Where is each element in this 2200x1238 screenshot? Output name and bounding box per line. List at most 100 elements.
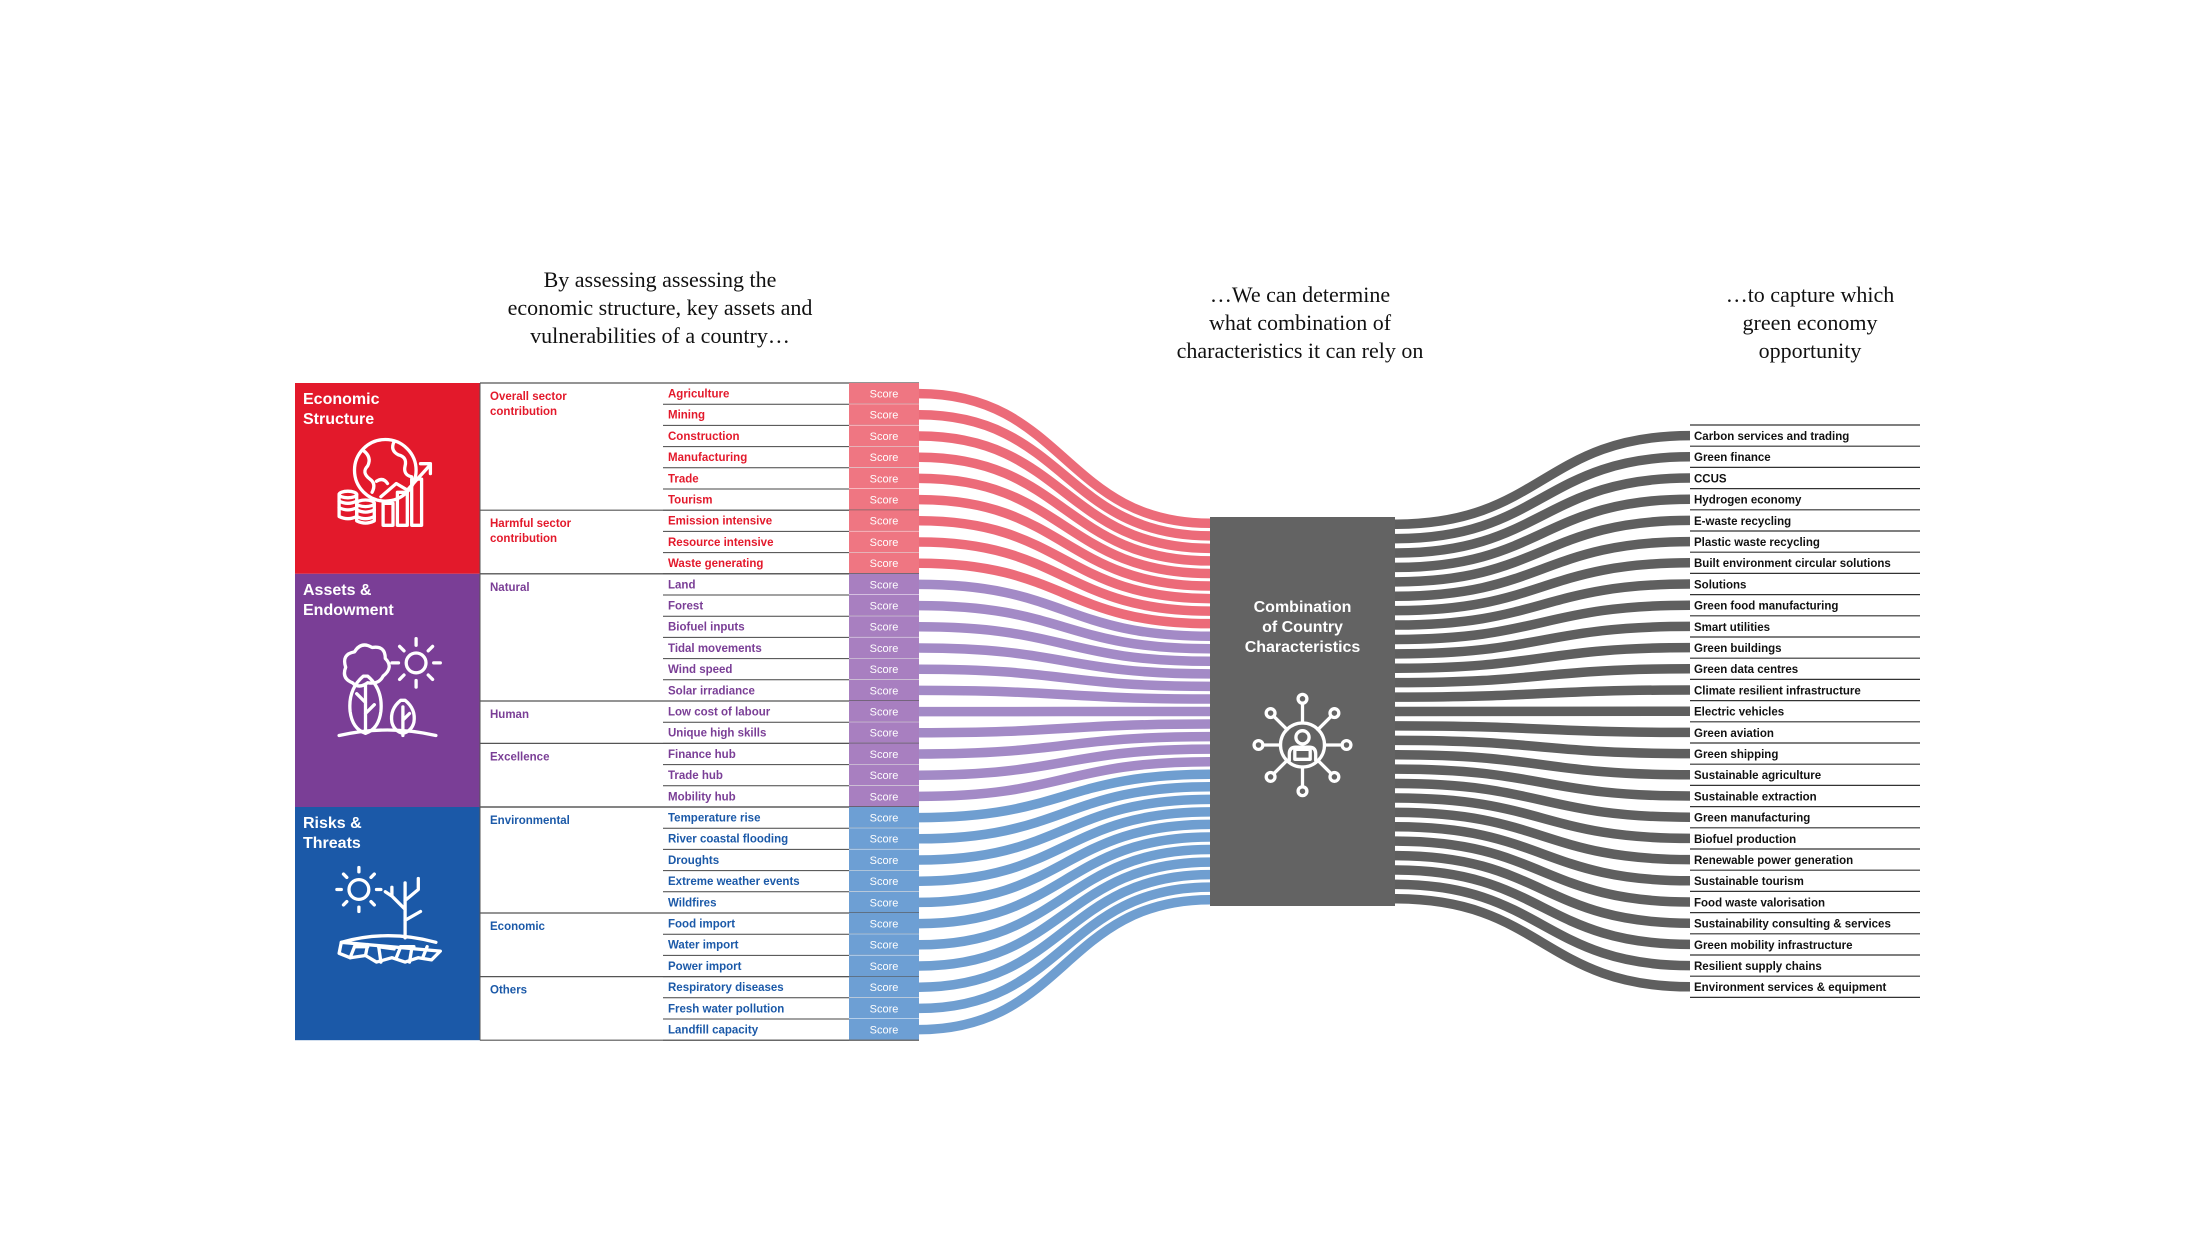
group-label: Excellence [490, 751, 549, 763]
category-title-assets-endowment: Assets & Endowment [303, 582, 394, 619]
opportunity-row: Sustainable tourism [1690, 869, 1920, 888]
indicator-row: Score River coastal flooding [663, 828, 919, 850]
indicator-label: Emission intensive [668, 516, 772, 528]
flow-band [1394, 764, 1691, 801]
score-cell [849, 637, 919, 659]
opportunity-row: Green mobility infrastructure [1690, 933, 1920, 952]
flow-band [1394, 836, 1691, 907]
opportunity-label: Green finance [1694, 452, 1771, 464]
person-network-icon [1252, 692, 1353, 798]
opportunity-row: Plastic waste recycling [1690, 530, 1920, 549]
category-block-risks-threats [295, 807, 480, 1041]
opportunity-row: Resilient supply chains [1690, 954, 1920, 973]
category-economic-structure: Economic Structure Overall sector contribut… [295, 382, 919, 575]
score-cell [849, 785, 919, 807]
score-cell [849, 849, 919, 871]
indicator-label: Respiratory diseases [668, 982, 784, 994]
indicator-label: Water import [668, 940, 739, 952]
indicator-label: Landfill capacity [668, 1025, 759, 1037]
flow-band [918, 410, 1211, 541]
group-label: Overall sector contribution [490, 391, 567, 418]
flow-band [918, 744, 1211, 780]
flow-band [918, 844, 1211, 950]
indicator-row: Score Resource intensive [663, 531, 919, 554]
group-label: Human [490, 709, 529, 721]
score-label: Score [870, 1025, 899, 1037]
indicator-label: Manufacturing [668, 452, 747, 464]
indicator-label: Trade [668, 473, 699, 485]
opportunity-row: Green aviation [1690, 721, 1920, 740]
opportunity-row: Green buildings [1690, 636, 1920, 655]
flow-band [1394, 793, 1691, 844]
indicator-row: Score Waste generating [663, 552, 919, 575]
score-cell [849, 955, 919, 977]
indicator-row: Score Trade [663, 467, 919, 490]
score-label: Score [870, 516, 899, 528]
group-label: Environmental [490, 815, 570, 827]
indicator-row: Score Fresh water pollution [663, 997, 919, 1020]
left-heading: By assessing assessing the economic stru… [507, 267, 813, 348]
flow-band [1394, 664, 1691, 688]
indicator-row: Score Emission intensive [663, 510, 919, 532]
opportunity-label: Biofuel production [1694, 834, 1796, 846]
score-label: Score [870, 389, 899, 401]
category-risks-threats: Risks & Threats Environmental Score Temperat… [295, 806, 919, 1041]
score-cell [849, 722, 919, 744]
indicator-label: Unique high skills [668, 728, 766, 740]
left-flow-bands [918, 388, 1211, 1035]
flow-band [918, 516, 1211, 604]
indicator-label: Food import [668, 919, 735, 931]
flow-band [1394, 579, 1691, 630]
opportunity-label: Resilient supply chains [1694, 961, 1822, 973]
right-heading: …to capture which green economy opportun… [1725, 282, 1895, 363]
indicator-label: Extreme weather events [668, 876, 800, 888]
opportunity-row: Sustainable extraction [1690, 784, 1920, 803]
flow-band [918, 494, 1211, 591]
opportunity-row: Hydrogen economy [1690, 488, 1920, 507]
flow-band [1394, 807, 1691, 865]
flow-band [918, 782, 1211, 844]
flow-band [918, 558, 1211, 629]
right-flow-bands [1394, 430, 1691, 992]
flow-band [918, 869, 1211, 992]
flow-band [918, 719, 1211, 738]
score-cell [849, 467, 919, 489]
flow-band [1394, 749, 1691, 780]
score-cell [849, 573, 919, 595]
flow-band [918, 794, 1211, 865]
opportunity-label: Sustainability consulting & services [1694, 919, 1891, 931]
category-block-assets-endowment [295, 573, 480, 807]
indicator-label: Wind speed [668, 664, 732, 676]
score-label: Score [870, 431, 899, 443]
flow-band [918, 832, 1211, 929]
score-cell [849, 616, 919, 638]
group-label: Economic [490, 921, 546, 933]
indicator-label: Finance hub [668, 749, 736, 761]
score-cell [849, 891, 919, 913]
opportunity-label: Food waste valorisation [1694, 897, 1825, 909]
score-label: Score [870, 707, 899, 719]
flow-band [918, 756, 1211, 802]
score-label: Score [870, 876, 899, 888]
indicator-label: Power import [668, 961, 742, 973]
flow-band [918, 452, 1211, 566]
flow-band [918, 685, 1211, 704]
score-cell [849, 383, 919, 405]
category-title-risks-threats: Risks & Threats [303, 815, 362, 852]
opportunity-row: Solutions [1690, 572, 1920, 591]
score-cell [849, 510, 919, 532]
flow-band [918, 731, 1211, 759]
indicator-row: Score Extreme weather events [663, 870, 919, 893]
category-assets-endowment: Assets & Endowment Natural Score Land Score Fo… [295, 573, 919, 808]
indicator-row: Score Landfill capacity [663, 1019, 919, 1041]
indicator-label: Resource intensive [668, 537, 773, 549]
score-label: Score [870, 728, 899, 740]
flow-band [918, 769, 1211, 823]
indicator-label: Land [668, 579, 695, 591]
opportunity-label: Electric vehicles [1694, 707, 1784, 719]
indicator-label: Mobility hub [668, 791, 736, 803]
score-cell [849, 658, 919, 680]
indicator-row: Score Agriculture [663, 383, 919, 405]
indicator-row: Score Trade hub [663, 764, 919, 787]
score-label: Score [870, 982, 899, 994]
